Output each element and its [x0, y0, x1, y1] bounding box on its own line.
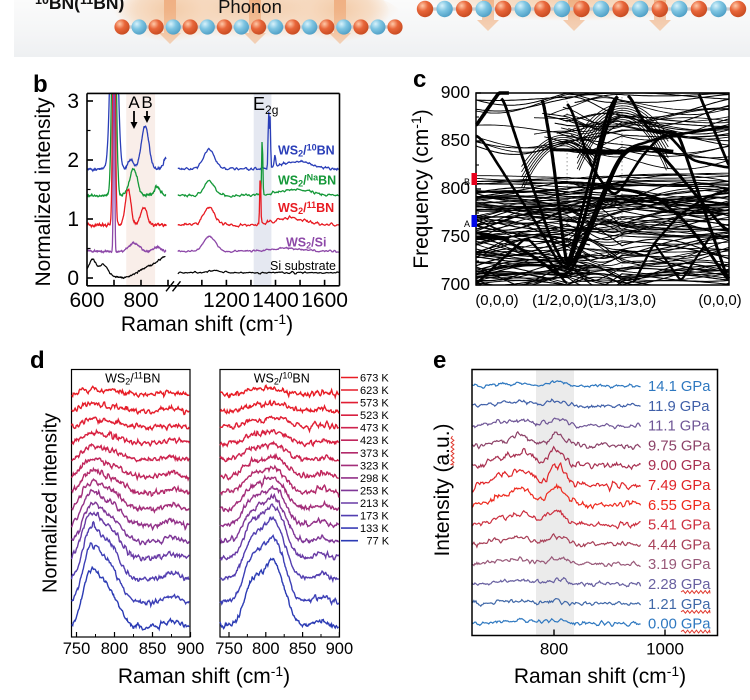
svg-text:573 K: 573 K	[360, 398, 389, 410]
svg-text:(1/3,1/3,0): (1/3,1/3,0)	[588, 292, 656, 309]
svg-text:11.1 GPa: 11.1 GPa	[648, 419, 710, 435]
svg-text:473 K: 473 K	[360, 423, 389, 435]
svg-text:WS2/NaBN: WS2/NaBN	[278, 173, 336, 189]
svg-text:213 K: 213 K	[360, 498, 389, 510]
svg-text:Si substrate: Si substrate	[270, 259, 336, 273]
svg-text:750: 750	[63, 640, 91, 658]
svg-text:Raman shift (cm-1): Raman shift (cm-1)	[514, 663, 686, 688]
svg-text:(1/2,0,0): (1/2,0,0)	[532, 292, 588, 309]
svg-text:5.41 GPa: 5.41 GPa	[648, 518, 711, 534]
svg-text:373 K: 373 K	[360, 448, 389, 460]
svg-text:0: 0	[67, 267, 79, 290]
svg-text:800: 800	[101, 640, 129, 658]
svg-text:323 K: 323 K	[360, 460, 389, 472]
svg-text:253 K: 253 K	[360, 485, 389, 497]
svg-text:Normalized intensity: Normalized intensity	[32, 97, 55, 287]
svg-text:750: 750	[215, 640, 243, 658]
svg-text:77 K: 77 K	[367, 536, 390, 548]
svg-text:10BN(11BN): 10BN(11BN)	[35, 0, 124, 13]
svg-text:WS2/Si: WS2/Si	[286, 236, 326, 251]
svg-text:4.44 GPa: 4.44 GPa	[648, 537, 711, 553]
svg-text:623 K: 623 K	[360, 385, 389, 397]
svg-text:Raman shift (cm-1): Raman shift (cm-1)	[118, 663, 290, 688]
svg-text:1.21 GPa: 1.21 GPa	[648, 597, 711, 613]
svg-text:750: 750	[441, 226, 470, 246]
svg-text:900: 900	[326, 640, 354, 658]
svg-text:Frequency (cm-1): Frequency (cm-1)	[408, 109, 433, 269]
svg-text:d: d	[30, 347, 45, 374]
svg-text:WS2/10BN: WS2/10BN	[278, 143, 335, 159]
svg-text:Normalized intensity: Normalized intensity	[40, 413, 62, 593]
svg-text:A: A	[128, 93, 140, 112]
svg-text:1600: 1600	[301, 289, 348, 312]
svg-text:WS2/11BN: WS2/11BN	[278, 200, 334, 216]
svg-text:Phonon: Phonon	[218, 0, 282, 17]
svg-text:9.75 GPa: 9.75 GPa	[648, 438, 711, 454]
svg-text:850: 850	[139, 640, 167, 658]
svg-text:1: 1	[67, 208, 79, 231]
svg-text:133 K: 133 K	[360, 523, 389, 535]
svg-text:9.00 GPa: 9.00 GPa	[648, 458, 711, 474]
svg-text:700: 700	[441, 274, 470, 294]
svg-text:800: 800	[123, 289, 158, 312]
svg-text:b: b	[33, 71, 48, 98]
svg-text:1000: 1000	[646, 640, 684, 659]
svg-text:B: B	[141, 93, 152, 112]
svg-text:423 K: 423 K	[360, 435, 389, 447]
svg-text:B: B	[464, 177, 470, 187]
svg-text:800: 800	[441, 178, 470, 198]
svg-text:0.00 GPa: 0.00 GPa	[648, 617, 711, 633]
svg-text:WS2/10BN: WS2/10BN	[254, 371, 310, 387]
svg-text:900: 900	[177, 640, 205, 658]
svg-text:523 K: 523 K	[360, 410, 389, 422]
svg-text:Intensity (a.u.): Intensity (a.u.)	[431, 423, 454, 556]
svg-text:600: 600	[69, 289, 104, 312]
svg-text:800: 800	[540, 640, 568, 659]
svg-text:850: 850	[441, 130, 470, 150]
svg-text:3.19 GPa: 3.19 GPa	[648, 557, 711, 573]
svg-text:14.1 GPa: 14.1 GPa	[648, 379, 711, 395]
svg-text:850: 850	[289, 640, 317, 658]
svg-text:3: 3	[67, 90, 79, 113]
svg-text:e: e	[433, 347, 446, 374]
svg-text:c: c	[413, 66, 426, 93]
svg-text:(0,0,0): (0,0,0)	[475, 292, 518, 309]
svg-text:800: 800	[252, 640, 280, 658]
svg-text:WS2/11BN: WS2/11BN	[105, 371, 160, 387]
svg-text:1200: 1200	[203, 289, 250, 312]
svg-text:1400: 1400	[252, 289, 299, 312]
svg-text:2.28 GPa: 2.28 GPa	[648, 577, 711, 593]
svg-text:7.49 GPa: 7.49 GPa	[648, 478, 711, 494]
svg-text:298 K: 298 K	[360, 473, 389, 485]
svg-text:Raman shift (cm-1): Raman shift (cm-1)	[121, 311, 293, 336]
svg-text:6.55 GPa: 6.55 GPa	[648, 498, 711, 514]
svg-text:A: A	[464, 219, 470, 229]
svg-text:2: 2	[67, 149, 79, 172]
svg-text:173 K: 173 K	[360, 511, 389, 523]
svg-text:673 K: 673 K	[360, 373, 389, 385]
svg-text:(0,0,0): (0,0,0)	[698, 292, 741, 309]
svg-text:11.9 GPa: 11.9 GPa	[648, 399, 710, 415]
svg-text:900: 900	[441, 82, 470, 102]
